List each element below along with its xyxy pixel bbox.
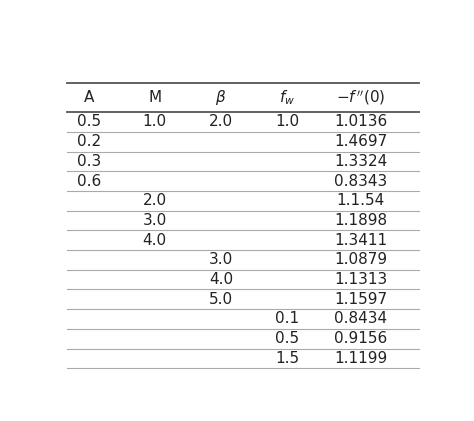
Text: 1.0879: 1.0879: [334, 252, 387, 267]
Text: $f_w$: $f_w$: [279, 88, 295, 107]
Text: 2.0: 2.0: [209, 115, 233, 130]
Text: 1.0: 1.0: [143, 115, 167, 130]
Text: 0.5: 0.5: [77, 115, 100, 130]
Text: 1.1313: 1.1313: [334, 272, 387, 287]
Text: 5.0: 5.0: [209, 292, 233, 307]
Text: 1.0136: 1.0136: [334, 115, 387, 130]
Text: 1.3324: 1.3324: [334, 154, 387, 169]
Text: 1.5: 1.5: [275, 351, 299, 366]
Text: 2.0: 2.0: [143, 193, 167, 208]
Text: 4.0: 4.0: [143, 233, 167, 248]
Text: 4.0: 4.0: [209, 272, 233, 287]
Text: 1.3411: 1.3411: [334, 233, 387, 248]
Text: 0.5: 0.5: [275, 331, 299, 346]
Text: 0.3: 0.3: [76, 154, 101, 169]
Text: 0.9156: 0.9156: [334, 331, 387, 346]
Text: 1.1.54: 1.1.54: [337, 193, 384, 208]
Text: 0.8343: 0.8343: [334, 173, 387, 189]
Text: $\beta$: $\beta$: [215, 88, 227, 107]
Text: 0.8434: 0.8434: [334, 312, 387, 326]
Text: M: M: [148, 90, 161, 105]
Text: 0.2: 0.2: [77, 134, 100, 149]
Text: 0.1: 0.1: [275, 312, 299, 326]
Text: 1.1199: 1.1199: [334, 351, 387, 366]
Text: 1.0: 1.0: [275, 115, 299, 130]
Text: 0.6: 0.6: [76, 173, 101, 189]
Text: $-f\,''(0)$: $-f\,''(0)$: [336, 88, 385, 107]
Text: 1.1597: 1.1597: [334, 292, 387, 307]
Text: 1.1898: 1.1898: [334, 213, 387, 228]
Text: 3.0: 3.0: [209, 252, 233, 267]
Text: 3.0: 3.0: [143, 213, 167, 228]
Text: 1.4697: 1.4697: [334, 134, 387, 149]
Text: A: A: [83, 90, 94, 105]
